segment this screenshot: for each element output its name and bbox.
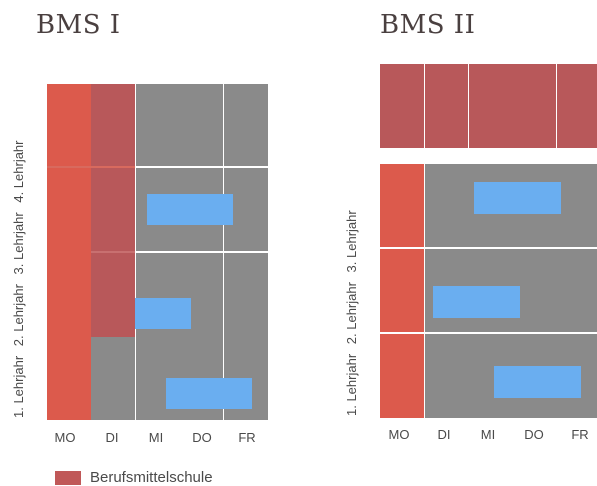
bms2-year-divider bbox=[380, 247, 597, 249]
bms2-year-3: 3. Lehrjahr bbox=[344, 210, 359, 273]
bms1-tuesday-bms bbox=[91, 84, 135, 337]
bms2-block-year2 bbox=[433, 286, 520, 318]
bms1-day-fr: FR bbox=[238, 430, 256, 445]
bms1-day-mi: MI bbox=[148, 430, 164, 445]
bms1-day-do: DO bbox=[192, 430, 212, 445]
bms2-year-divider bbox=[380, 332, 597, 334]
bms1-block-year1 bbox=[166, 378, 252, 409]
bms2-title: BMS II bbox=[380, 10, 476, 40]
bms1-year-divider bbox=[135, 166, 268, 168]
bms1-monday-column bbox=[47, 84, 91, 420]
bms1-day-divider bbox=[223, 84, 224, 420]
bms2-monday-column bbox=[380, 164, 424, 418]
bms1-block-year2 bbox=[135, 298, 191, 329]
bms2-day-mo: MO bbox=[388, 427, 410, 442]
bms2-day-fr: FR bbox=[571, 427, 589, 442]
bms2-top-band bbox=[380, 64, 597, 148]
bms1-year-2: 2. Lehrjahr bbox=[11, 284, 26, 347]
bms2-year-2: 2. Lehrjahr bbox=[344, 282, 359, 345]
bms2-day-do: DO bbox=[524, 427, 544, 442]
bms2-day-divider bbox=[424, 164, 425, 418]
bms1-schedule-grid bbox=[47, 84, 268, 420]
bms1-day-di: DI bbox=[105, 430, 119, 445]
bms1-block-year3 bbox=[147, 194, 233, 225]
bms1-year-1: 1. Lehrjahr bbox=[11, 355, 26, 418]
bms2-year-1: 1. Lehrjahr bbox=[344, 353, 359, 416]
bms1-title: BMS I bbox=[36, 10, 121, 40]
bms1-day-divider bbox=[135, 84, 136, 420]
bms2-day-di: DI bbox=[437, 427, 451, 442]
bms1-year-4: 4. Lehrjahr bbox=[11, 140, 26, 203]
legend-label: Berufsmittelschule bbox=[90, 469, 213, 486]
bms2-block-year3 bbox=[474, 182, 561, 214]
bms1-year-divider bbox=[135, 251, 268, 253]
bms1-year-labels: 1. Lehrjahr 2. Lehrjahr 3. Lehrjahr 4. L… bbox=[11, 135, 26, 419]
bms2-schedule-grid bbox=[380, 164, 597, 418]
bms2-band-divider bbox=[468, 64, 469, 148]
bms2-block-year1 bbox=[494, 366, 581, 398]
bms2-band-divider bbox=[556, 64, 557, 148]
legend-swatch bbox=[55, 471, 81, 485]
bms1-year-3: 3. Lehrjahr bbox=[11, 212, 26, 275]
bms1-year-divider bbox=[91, 251, 135, 253]
bms2-band-divider bbox=[424, 64, 425, 148]
bms2-year-labels: 1. Lehrjahr 2. Lehrjahr 3. Lehrjahr bbox=[344, 204, 359, 416]
bms2-day-mi: MI bbox=[480, 427, 496, 442]
bms1-day-mo: MO bbox=[54, 430, 76, 445]
